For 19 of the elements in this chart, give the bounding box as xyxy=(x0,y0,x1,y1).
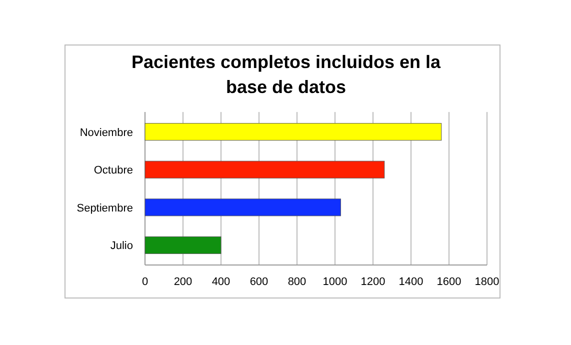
y-tick-label: Noviembre xyxy=(80,126,133,139)
y-tick-label: Septiembre xyxy=(76,202,133,214)
x-tick-label: 1600 xyxy=(436,276,462,288)
bar xyxy=(144,123,442,141)
x-tick-label: 400 xyxy=(212,276,230,288)
bar xyxy=(144,236,222,254)
x-tick-label: 1800 xyxy=(474,276,500,288)
x-tick-label: 1200 xyxy=(360,276,386,288)
x-tick-label: 200 xyxy=(174,276,192,288)
y-tick-label: Octubre xyxy=(94,164,133,177)
x-tick-label: 1400 xyxy=(398,276,424,288)
chart-title: Pacientes completos incluidos en la base de datos xyxy=(131,52,442,97)
bar xyxy=(144,160,385,178)
x-tick-label: 0 xyxy=(142,276,148,288)
x-tick-label: 1000 xyxy=(322,276,348,288)
x-tick-label: 600 xyxy=(250,276,268,288)
y-tick-label: Julio xyxy=(110,240,133,252)
bar xyxy=(144,198,341,216)
x-tick-label: 800 xyxy=(288,276,306,288)
